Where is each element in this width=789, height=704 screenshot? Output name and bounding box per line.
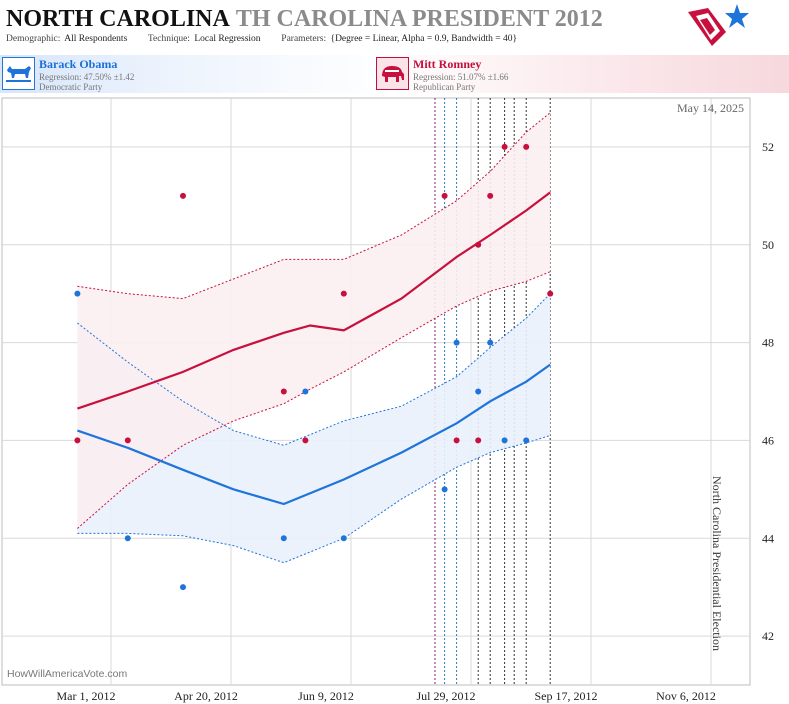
dem-poll-point: [487, 339, 494, 346]
y-tick-label: 44: [762, 531, 774, 545]
logo-star-icon: [725, 4, 749, 28]
y-tick-label: 50: [762, 238, 774, 252]
candidate-name-romney: Mitt Romney: [413, 57, 482, 71]
chart-header: NORTH CAROLINA TH CAROLINA PRESIDENT 2012…: [0, 0, 789, 50]
site-logo: [688, 4, 749, 46]
y-tick-label: 48: [762, 336, 774, 350]
x-tick-label: Nov 6, 2012: [656, 689, 716, 703]
dem-trend-line: [77, 363, 551, 506]
rep-poll-point: [475, 437, 482, 444]
rep-trend-line: [77, 191, 551, 410]
dem-lower-bound: [77, 435, 551, 564]
x-tick-label: Mar 1, 2012: [57, 689, 116, 703]
candidate-panel-obama: Barack Obama Regression: 47.50% ±1.42 De…: [0, 55, 394, 93]
elephant-icon: [376, 57, 409, 90]
title-state: NORTH CAROLINA: [6, 6, 230, 32]
rep-poll-point: [475, 241, 482, 248]
demographic-label: Demographic:: [6, 34, 61, 44]
x-tick-label: Apr 20, 2012: [174, 689, 238, 703]
technique-label: Technique:: [147, 34, 190, 44]
event-label: North Carolina Presidential Election: [710, 476, 724, 651]
parameters-row: Demographic: All Respondents Technique: …: [6, 34, 519, 44]
dem-poll-point: [124, 535, 131, 542]
rep-poll-point: [547, 290, 554, 297]
technique-value: Local Regression: [194, 34, 261, 44]
title-race: TH CAROLINA PRESIDENT 2012: [235, 6, 603, 32]
dem-confidence-band: [77, 293, 551, 563]
regression-romney: Regression: 51.07% ±1.66: [413, 72, 509, 82]
party-romney: Republican Party: [413, 82, 476, 92]
donkey-icon: [2, 57, 35, 90]
parameters-label: Parameters:: [281, 34, 327, 44]
dem-poll-point: [280, 535, 287, 542]
rep-poll-point: [180, 192, 186, 199]
dem-poll-point: [340, 535, 347, 542]
watermark: HowWillAmericaVote.com: [7, 668, 127, 680]
rep-poll-point: [302, 437, 309, 444]
rep-confidence-band: [77, 112, 551, 529]
dem-poll-point: [74, 290, 81, 297]
y-tick-label: 42: [762, 629, 774, 643]
parameters-value: {Degree = Linear, Alpha = 0.9, Bandwidth…: [330, 34, 518, 44]
rep-poll-point: [340, 290, 347, 297]
rep-poll-point: [441, 192, 448, 199]
dem-poll-point: [441, 486, 448, 493]
y-tick-label: 52: [762, 140, 774, 154]
logo-inner-stripe: [700, 18, 715, 35]
dem-poll-point: [302, 388, 309, 395]
chart-svg: Mar 1, 2012 Apr 20, 2012 Jun 9, 2012 Jul 29…: [1, 97, 774, 703]
party-obama: Democratic Party: [39, 82, 103, 92]
rep-upper-bound: [77, 112, 551, 300]
date-stamp: May 14, 2025: [677, 101, 744, 115]
dem-poll-point: [501, 437, 508, 444]
rep-poll-point: [487, 192, 494, 199]
demographic-value: All Respondents: [64, 34, 128, 44]
candidate-name-obama: Barack Obama: [39, 57, 118, 71]
rep-lower-bound: [77, 271, 551, 529]
page-title: NORTH CAROLINA TH CAROLINA PRESIDENT 2012: [6, 6, 603, 33]
dem-poll-point: [453, 339, 460, 346]
rep-poll-point: [280, 388, 287, 395]
rep-poll-point: [124, 437, 131, 444]
rep-poll-point: [501, 143, 508, 150]
x-tick-label: Jul 29, 2012: [416, 689, 475, 703]
dem-poll-point: [523, 437, 530, 444]
x-tick-label: Sep 17, 2012: [535, 689, 598, 703]
dem-poll-point: [475, 388, 482, 395]
rep-poll-point: [453, 437, 460, 444]
y-tick-label: 46: [762, 433, 774, 447]
x-tick-label: Jun 9, 2012: [298, 689, 354, 703]
rep-poll-point: [74, 437, 81, 444]
dem-upper-bound: [77, 293, 551, 446]
candidate-panel-romney: Mitt Romney Regression: 51.07% ±1.66 Rep…: [374, 55, 789, 93]
poll-chart: Mar 1, 2012 Apr 20, 2012 Jun 9, 2012 Jul 29…: [0, 96, 789, 704]
regression-obama: Regression: 47.50% ±1.42: [39, 72, 135, 82]
dem-poll-point: [180, 584, 186, 591]
rep-poll-point: [523, 143, 530, 150]
